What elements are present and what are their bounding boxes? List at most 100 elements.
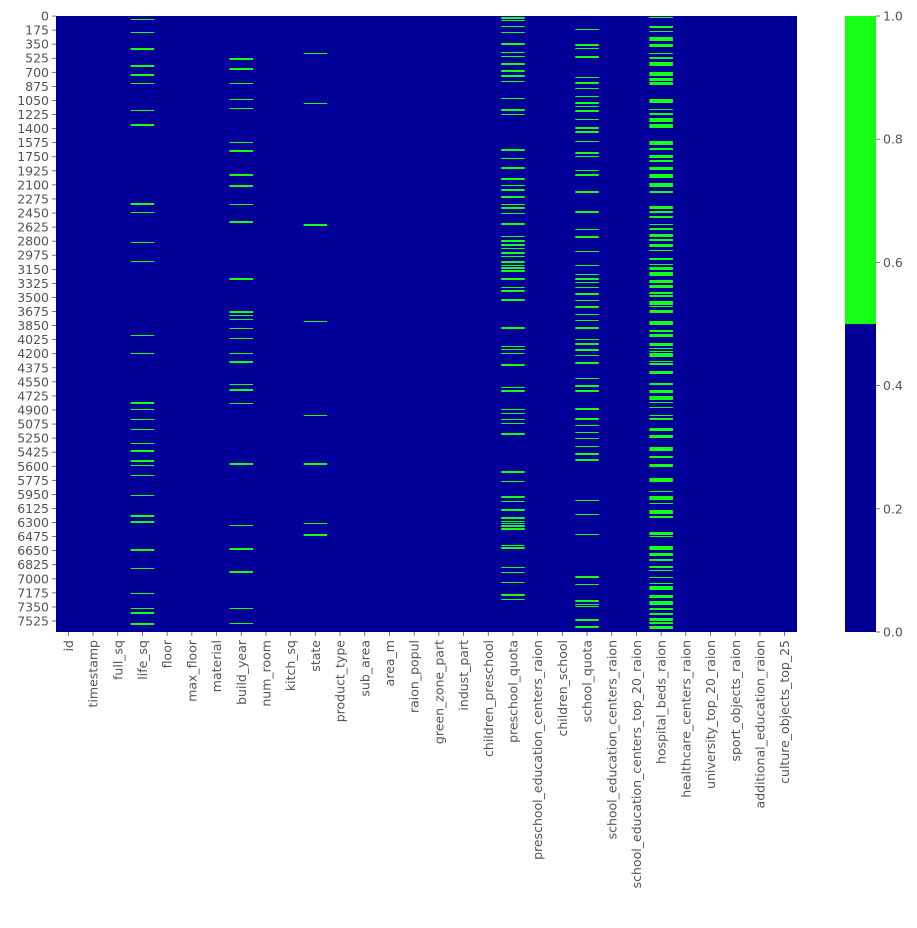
missing-stripe-life_sq bbox=[130, 593, 155, 594]
missing-stripe-life_sq bbox=[130, 612, 155, 614]
missing-stripe-school_quota bbox=[575, 265, 599, 266]
y-tick-label: 1925 bbox=[17, 163, 49, 178]
missing-stripe-hospital_beds_raion bbox=[649, 267, 673, 270]
missing-stripe-preschool_quota bbox=[501, 236, 525, 237]
missing-stripe-preschool_quota bbox=[501, 261, 525, 263]
missing-stripe-school_quota bbox=[575, 408, 599, 410]
y-tick-label: 2800 bbox=[17, 234, 49, 249]
missing-stripe-hospital_beds_raion bbox=[649, 371, 673, 374]
missing-stripe-state bbox=[303, 103, 328, 104]
missing-stripe-preschool_quota bbox=[501, 481, 525, 482]
x-tick-label-id: id bbox=[61, 640, 76, 651]
missing-stripe-hospital_beds_raion bbox=[649, 167, 673, 170]
missing-stripe-preschool_quota bbox=[501, 582, 525, 583]
missing-stripe-school_quota bbox=[575, 211, 599, 213]
missing-stripe-hospital_beds_raion bbox=[649, 26, 673, 28]
missing-stripe-hospital_beds_raion bbox=[649, 496, 673, 500]
y-tick-label: 7525 bbox=[17, 614, 49, 629]
missing-stripe-preschool_quota bbox=[501, 114, 525, 115]
missing-stripe-preschool_quota bbox=[501, 349, 525, 350]
y-tick-label: 6300 bbox=[17, 515, 49, 530]
missing-stripe-school_quota bbox=[575, 584, 599, 585]
missing-stripe-school_quota bbox=[575, 390, 599, 392]
missing-stripe-school_quota bbox=[575, 600, 599, 602]
missing-stripe-school_quota bbox=[575, 378, 599, 379]
x-axis-ticks: id timestamp full_sq life_sq floor max_floor m… bbox=[61, 632, 792, 888]
missing-stripe-hospital_beds_raion bbox=[649, 17, 673, 18]
missing-stripe-school_quota bbox=[575, 96, 599, 97]
missing-stripe-school_quota bbox=[575, 446, 599, 447]
y-tick-label: 6125 bbox=[17, 501, 49, 516]
missing-stripe-preschool_quota bbox=[501, 43, 525, 45]
missing-stripe-school_quota bbox=[575, 349, 599, 351]
missing-stripe-state bbox=[303, 321, 328, 322]
colorbar-ticks: 0.0 0.2 0.4 0.6 0.8 1.0 bbox=[876, 9, 903, 640]
missing-stripe-life_sq bbox=[130, 419, 155, 420]
x-tick-label-full_sq: full_sq bbox=[110, 640, 125, 680]
x-tick-label-sub_area: sub_area bbox=[357, 640, 372, 697]
missing-stripe-preschool_quota bbox=[501, 20, 525, 21]
missing-stripe-school_quota bbox=[575, 119, 599, 120]
y-tick-label: 3675 bbox=[17, 304, 49, 319]
missing-stripe-hospital_beds_raion bbox=[649, 141, 673, 145]
missing-stripe-hospital_beds_raion bbox=[649, 160, 673, 162]
missing-stripe-preschool_quota bbox=[501, 287, 525, 288]
missing-stripe-school_quota bbox=[575, 229, 599, 230]
missing-stripe-hospital_beds_raion bbox=[649, 613, 673, 615]
missing-stripe-preschool_quota bbox=[501, 17, 525, 19]
missing-stripe-hospital_beds_raion bbox=[649, 428, 673, 431]
missing-stripe-build_year bbox=[229, 328, 253, 329]
x-tick-label-max_floor: max_floor bbox=[184, 639, 199, 702]
missing-stripe-build_year bbox=[229, 384, 253, 385]
missing-stripe-hospital_beds_raion bbox=[649, 402, 673, 403]
missing-stripe-hospital_beds_raion bbox=[649, 343, 673, 346]
missing-stripe-hospital_beds_raion bbox=[649, 174, 673, 178]
missing-stripe-hospital_beds_raion bbox=[649, 546, 673, 550]
missing-stripe-preschool_quota bbox=[501, 98, 525, 99]
missing-stripe-preschool_quota bbox=[501, 390, 525, 392]
missing-stripe-school_quota bbox=[575, 152, 599, 154]
missing-stripe-build_year bbox=[229, 525, 253, 526]
missing-stripe-hospital_beds_raion bbox=[649, 601, 673, 605]
missing-stripe-school_quota bbox=[575, 300, 599, 301]
missing-stripe-hospital_beds_raion bbox=[649, 264, 673, 265]
missing-stripe-life_sq bbox=[130, 124, 155, 126]
missing-stripe-hospital_beds_raion bbox=[649, 211, 673, 213]
y-tick-label: 875 bbox=[25, 79, 49, 94]
missing-stripe-school_quota bbox=[575, 514, 599, 515]
missing-stripe-hospital_beds_raion bbox=[649, 37, 673, 41]
missing-stripe-preschool_quota bbox=[501, 545, 525, 546]
missing-stripe-preschool_quota bbox=[501, 158, 525, 159]
y-tick-label: 1400 bbox=[17, 121, 49, 136]
missing-stripe-school_quota bbox=[575, 191, 599, 193]
missing-stripe-hospital_beds_raion bbox=[649, 510, 673, 514]
x-tick-label-area_m: area_m bbox=[382, 640, 397, 686]
missing-stripe-preschool_quota bbox=[501, 270, 525, 272]
missing-stripe-life_sq bbox=[130, 521, 155, 523]
x-tick-label-product_type: product_type bbox=[333, 640, 348, 723]
missing-stripe-preschool_quota bbox=[501, 346, 525, 347]
missing-stripe-school_quota bbox=[575, 110, 599, 112]
missing-stripe-hospital_beds_raion bbox=[649, 72, 673, 76]
missing-stripe-preschool_quota bbox=[501, 149, 525, 151]
missing-stripe-hospital_beds_raion bbox=[649, 206, 673, 209]
missing-stripe-hospital_beds_raion bbox=[649, 310, 673, 313]
missing-stripe-school_quota bbox=[575, 29, 599, 30]
missing-stripe-school_quota bbox=[575, 619, 599, 621]
missing-stripe-life_sq bbox=[130, 549, 155, 551]
y-tick-label: 7000 bbox=[17, 571, 49, 586]
missing-stripe-preschool_quota bbox=[501, 517, 525, 519]
missing-stripe-preschool_quota bbox=[501, 178, 525, 180]
missing-stripe-hospital_beds_raion bbox=[649, 516, 673, 518]
missing-stripe-build_year bbox=[229, 315, 253, 316]
missing-stripe-hospital_beds_raion bbox=[649, 622, 673, 624]
missing-stripe-preschool_quota bbox=[501, 299, 525, 301]
missing-stripe-preschool_quota bbox=[501, 523, 525, 524]
colorbar-tick-label: 0.6 bbox=[883, 255, 903, 270]
missing-stripe-preschool_quota bbox=[501, 599, 525, 600]
missing-stripe-hospital_beds_raion bbox=[649, 407, 673, 408]
y-tick-label: 7175 bbox=[17, 585, 49, 600]
x-tick-label-culture_objects_top_25: culture_objects_top_25 bbox=[777, 640, 792, 784]
missing-stripe-school_quota bbox=[575, 320, 599, 321]
missing-stripe-build_year bbox=[229, 548, 253, 550]
